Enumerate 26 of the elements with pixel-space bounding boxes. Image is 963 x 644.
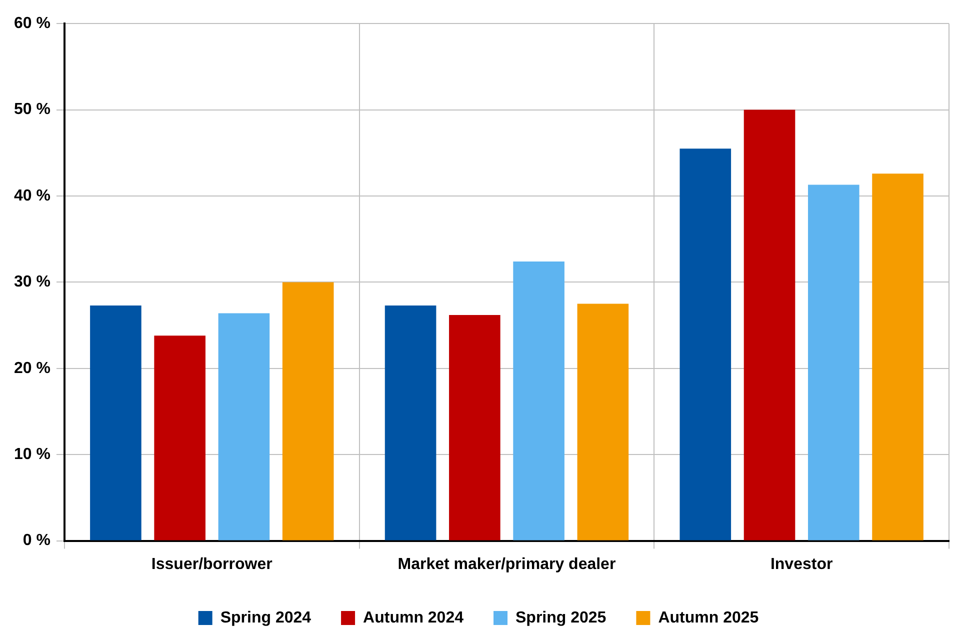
bar: [513, 262, 564, 540]
legend-label: Autumn 2024: [363, 609, 464, 626]
legend-label: Spring 2025: [516, 609, 606, 626]
bar: [680, 148, 732, 540]
y-tick-label: 30 %: [14, 274, 50, 291]
x-tick-label: Issuer/borrower: [151, 556, 272, 573]
y-tick-label: 20 %: [14, 360, 50, 377]
x-tick-label: Investor: [770, 556, 833, 573]
legend-label: Spring 2024: [220, 609, 312, 626]
bar: [577, 304, 629, 540]
bar: [744, 110, 796, 540]
y-tick-label: 10 %: [14, 446, 50, 464]
legend-label: Autumn 2025: [658, 609, 759, 626]
bar: [872, 174, 924, 540]
y-tick-label: 50 %: [14, 101, 50, 118]
bar: [90, 305, 142, 540]
bar: [449, 314, 500, 540]
y-tick-label: 40 %: [14, 187, 50, 204]
y-tick-label: 0 %: [22, 532, 50, 550]
bar: [218, 313, 270, 540]
bar: [384, 305, 436, 540]
bar: [808, 184, 860, 540]
y-tick-label: 60 %: [14, 15, 50, 32]
bar: [154, 336, 206, 540]
x-tick-label: Market maker/primary dealer: [398, 556, 616, 573]
bar: [282, 282, 334, 540]
